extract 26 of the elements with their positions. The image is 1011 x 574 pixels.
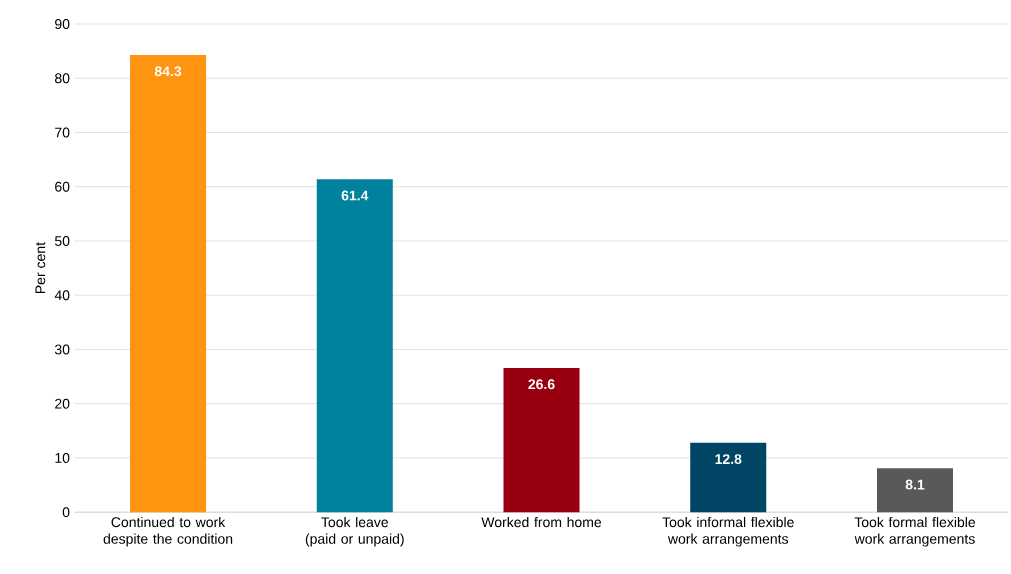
y-tick-label: 20 (55, 398, 70, 409)
bar (316, 179, 393, 513)
y-tick-label: 50 (54, 236, 70, 247)
y-tick-label: 0 (62, 507, 70, 518)
x-tick-label: Took leave (paid or unpaid) (305, 517, 404, 547)
data-label: 84.3 (154, 66, 182, 77)
x-tick-label: Took formal flexible work arrangements (854, 517, 976, 547)
data-label: 26.6 (528, 379, 555, 390)
x-tick-label: Took informal flexible work arrangements (662, 517, 794, 547)
y-tick-label: 70 (55, 127, 70, 138)
y-tick-label: 80 (55, 73, 70, 84)
data-label: 12.8 (715, 454, 742, 465)
y-tick-label: 40 (54, 290, 70, 301)
y-axis-title: Per cent (35, 242, 46, 294)
data-label: 61.4 (341, 190, 369, 201)
y-tick-label: 10 (55, 453, 70, 464)
bar (503, 368, 580, 513)
x-tick-label: Worked from home (481, 517, 602, 528)
bar (130, 55, 207, 513)
data-label: 8.1 (905, 479, 925, 490)
bar (876, 468, 953, 513)
y-tick-label: 30 (54, 344, 70, 355)
bar (690, 442, 767, 513)
x-tick-label: Continued to work despite the condition (103, 517, 233, 547)
y-tick-label: 90 (55, 19, 70, 30)
y-tick-label: 60 (55, 182, 70, 192)
